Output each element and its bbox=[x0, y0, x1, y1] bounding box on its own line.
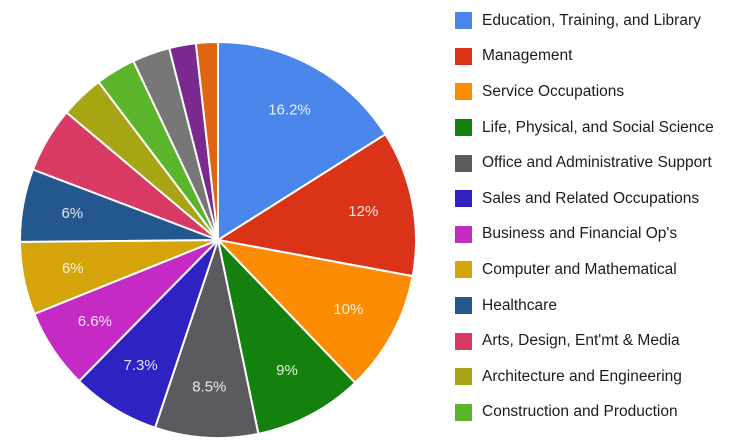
legend-swatch bbox=[455, 297, 472, 315]
legend-label: Service Occupations bbox=[482, 82, 625, 100]
slice-label: 7.3% bbox=[123, 357, 157, 374]
chart-legend: Education, Training, and Library Managem… bbox=[455, 3, 744, 430]
slice-label: 6% bbox=[62, 260, 84, 277]
legend-swatch bbox=[455, 12, 472, 30]
legend-item: Healthcare bbox=[455, 288, 744, 324]
legend-swatch bbox=[455, 332, 472, 350]
legend-label: Arts, Design, Ent'mt & Media bbox=[482, 332, 680, 350]
legend-swatch bbox=[455, 83, 472, 101]
legend-label: Management bbox=[482, 47, 573, 65]
slice-label: 10% bbox=[333, 301, 363, 318]
legend-label: Sales and Related Occupations bbox=[482, 189, 700, 207]
legend-swatch bbox=[455, 47, 472, 65]
legend-item: Office and Administrative Support bbox=[455, 145, 744, 181]
legend-item: Life, Physical, and Social Science bbox=[455, 110, 744, 146]
slice-label: 8.5% bbox=[192, 379, 226, 396]
legend-item: Management bbox=[455, 39, 744, 75]
legend-swatch bbox=[455, 119, 472, 137]
legend-swatch bbox=[455, 261, 472, 279]
legend-item: Construction and Production bbox=[455, 395, 744, 431]
legend-item: Service Occupations bbox=[455, 74, 744, 110]
legend-label: Construction and Production bbox=[482, 403, 678, 421]
pie-slice bbox=[217, 40, 387, 242]
legend-label: Life, Physical, and Social Science bbox=[482, 118, 714, 136]
legend-label: Architecture and Engineering bbox=[482, 367, 682, 385]
legend-label: Healthcare bbox=[482, 296, 557, 314]
pie-slice bbox=[216, 236, 357, 436]
legend-swatch bbox=[455, 403, 472, 421]
legend-label: Office and Administrative Support bbox=[482, 154, 712, 172]
legend-item: Sales and Related Occupations bbox=[455, 181, 744, 217]
legend-label: Education, Training, and Library bbox=[482, 11, 701, 29]
legend-item: Architecture and Engineering bbox=[455, 359, 744, 395]
pie-slice bbox=[194, 40, 219, 241]
slice-label: 9% bbox=[276, 362, 298, 379]
pie-slice bbox=[215, 132, 417, 278]
legend-item: Business and Financial Op's bbox=[455, 217, 744, 253]
legend-label: Business and Financial Op's bbox=[482, 225, 678, 243]
slice-label: 12% bbox=[348, 203, 378, 220]
legend-swatch bbox=[455, 154, 472, 172]
slice-label: 6.6% bbox=[78, 313, 112, 330]
pie-slice bbox=[215, 238, 414, 385]
legend-item: Arts, Design, Ent'mt & Media bbox=[455, 323, 744, 359]
legend-label: Computer and Mathematical bbox=[482, 260, 677, 278]
legend-item: Computer and Mathematical bbox=[455, 252, 744, 288]
slice-label: 6% bbox=[61, 205, 83, 222]
legend-item: Education, Training, and Library bbox=[455, 3, 744, 39]
slice-label: 16.2% bbox=[268, 101, 311, 118]
pie-slice bbox=[153, 236, 260, 439]
legend-swatch bbox=[455, 225, 472, 243]
legend-swatch bbox=[455, 190, 472, 208]
legend-swatch bbox=[455, 368, 472, 386]
